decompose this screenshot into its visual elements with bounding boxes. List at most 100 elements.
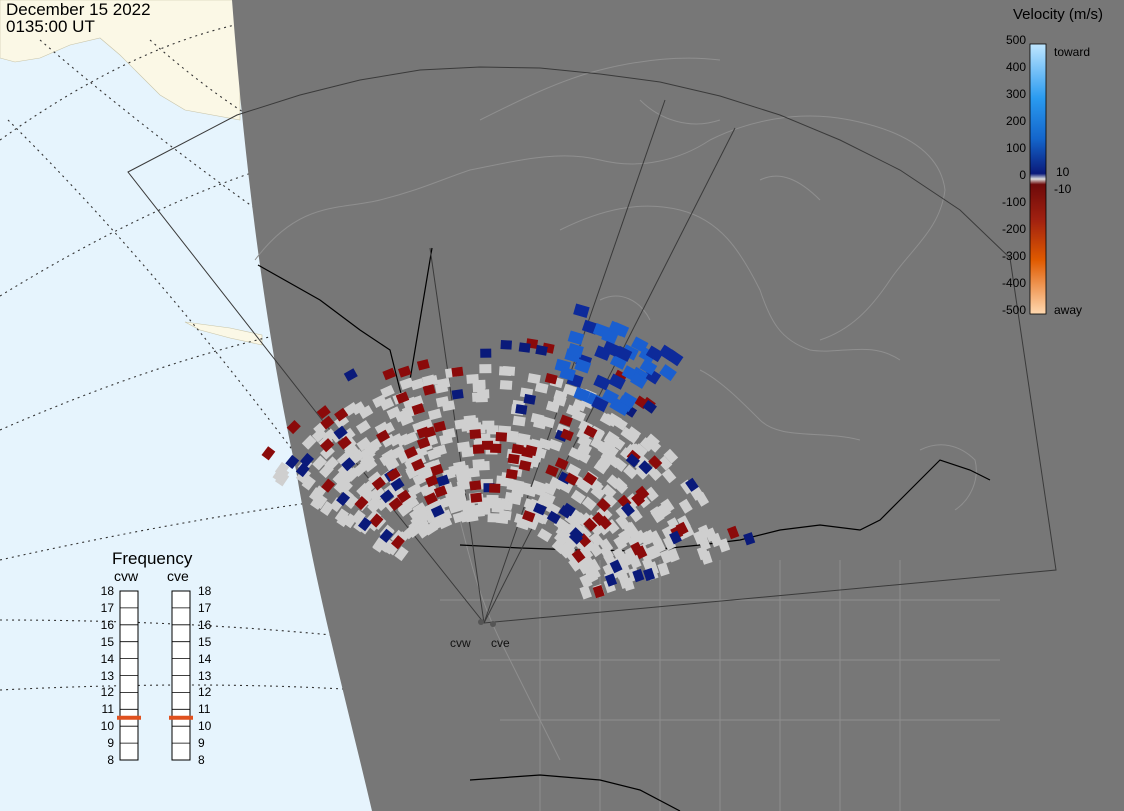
velocity-cell [632,568,645,583]
frequency-scale-label: 14 [198,651,212,666]
colorbar-tick-label: 400 [1005,60,1026,74]
velocity-cell [472,444,485,454]
frequency-scale-label: 18 [198,584,212,598]
velocity-cell [480,348,492,358]
velocity-cell [596,497,611,513]
velocity-cell [390,535,405,550]
velocity-cell-toward [614,345,633,362]
night-shaded-region [232,0,1124,811]
velocity-cell [482,440,494,450]
ground-scatter-cell [570,489,586,505]
velocity-cell [433,420,447,433]
colorbar-tick-label: 200 [1005,114,1026,128]
ground-scatter-cell [577,442,593,456]
ground-scatter-cell [599,538,614,554]
colorbar-tick-label: -500 [1001,303,1026,317]
ground-scatter-cell [647,544,662,560]
velocity-cell [524,444,538,457]
velocity-cell [518,342,531,353]
velocity-cell [422,384,436,396]
velocity-cell [379,528,394,543]
velocity-cell [371,476,386,491]
ground-scatter-cell [460,510,474,522]
velocity-cell [638,460,653,475]
velocity-cell [559,414,573,427]
frequency-scale-label: 8 [107,753,114,767]
velocity-cell [545,464,559,477]
velocity-cell [261,446,276,461]
ground-scatter-cell [424,374,439,387]
ground-scatter-cell [466,467,480,478]
frequency-radar-label-cvw: cvw [114,568,139,584]
ground-scatter-cell [301,434,317,450]
state-borders [440,560,1000,811]
ground-scatter-cell [613,535,628,551]
ground-scatter-cell [451,484,466,497]
ground-scatter-cell [502,366,516,376]
velocity-cell [554,457,569,471]
ground-scatter-cell [581,496,597,511]
velocity-cell [604,573,618,587]
velocity-cell [675,521,689,536]
velocity-cell [500,340,512,350]
ground-scatter-cell [577,559,592,575]
time-label: 0135:00 UT [6,17,95,36]
ground-scatter-cell [451,499,466,512]
ground-scatter-cell [717,538,731,553]
map-site-label-cve: cve [491,636,510,650]
velocity-cell [544,373,558,385]
ground-scatter-cell [410,378,425,391]
velocity-cell-toward [612,399,631,417]
ground-scatter-cell [596,505,612,521]
velocity-cell [669,530,682,545]
ground-scatter-cell [441,400,456,412]
velocity-cell [685,477,699,492]
ground-scatter-cell [618,574,631,589]
ground-scatter-cell [646,438,662,453]
ground-scatter-cell [477,389,490,399]
frequency-scale-label: 15 [198,634,212,649]
velocity-cell [560,428,574,442]
velocity-cell [316,405,331,420]
ground-scatter-cell [541,416,556,429]
velocity-cell [430,504,445,518]
ground-scatter-cell [379,397,395,411]
velocity-cell [535,344,548,356]
ground-scatter-cell [576,428,592,442]
ground-scatter-cell [623,464,639,480]
ground-scatter-cell [558,479,574,494]
frequency-scale-label: 10 [198,719,212,734]
colorbar-toward-label: toward [1054,45,1091,59]
velocity-cell [396,489,412,504]
velocity-cell [621,502,635,517]
ground-scatter-cell [367,438,382,453]
ground-scatter-cell [332,470,348,486]
ground-scatter-cell [568,447,583,461]
velocity-cell [583,517,598,532]
velocity-cell [386,467,401,482]
velocity-cell [369,513,384,528]
ground-scatter-cell [426,448,442,461]
velocity-cell [505,468,518,480]
colorbar-tick-label: -100 [1001,195,1026,209]
ground-scatter-cell [587,565,601,581]
ground-scatter-cell [547,438,563,452]
ground-scatter-cell [367,471,383,486]
ground-scatter-cell [381,449,397,463]
frequency-scale-label: 17 [198,600,212,615]
ground-scatter-cell [386,406,402,420]
velocity-cell [411,458,425,472]
ground-scatter-cell [537,528,553,543]
velocity-cell [592,584,605,599]
ground-scatter-cell [320,444,335,460]
ground-scatter-cell [593,460,609,475]
ground-scatter-cell [466,417,479,428]
velocity-cell [416,436,431,450]
velocity-cell [568,530,584,545]
velocity-cell-toward [573,303,590,318]
velocity-cell [358,516,372,532]
velocity-cell-toward [630,336,649,353]
ground-scatter-cell [590,436,606,451]
velocity-cell [469,480,482,491]
ground-scatter-cell [344,494,359,510]
